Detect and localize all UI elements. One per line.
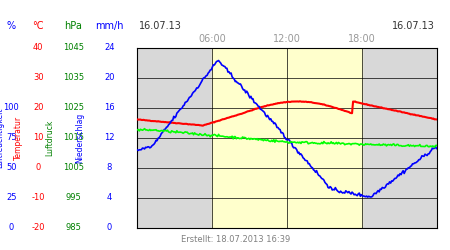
Text: Luftfeuchtigkeit: Luftfeuchtigkeit bbox=[0, 107, 4, 168]
Text: Niederschlag: Niederschlag bbox=[76, 112, 85, 163]
Text: 12:00: 12:00 bbox=[273, 34, 301, 44]
Text: 10: 10 bbox=[33, 133, 44, 142]
Text: 12: 12 bbox=[104, 133, 115, 142]
Text: 0: 0 bbox=[107, 223, 112, 232]
Text: 4: 4 bbox=[107, 193, 112, 202]
Text: 8: 8 bbox=[107, 163, 112, 172]
Text: 1045: 1045 bbox=[63, 43, 84, 52]
Text: -20: -20 bbox=[32, 223, 45, 232]
Text: 24: 24 bbox=[104, 43, 115, 52]
Text: Luftdruck: Luftdruck bbox=[45, 119, 54, 156]
Text: 16.07.13: 16.07.13 bbox=[139, 21, 182, 31]
Text: 06:00: 06:00 bbox=[198, 34, 226, 44]
Text: 0: 0 bbox=[36, 163, 41, 172]
Text: 985: 985 bbox=[65, 223, 81, 232]
Text: 30: 30 bbox=[33, 73, 44, 82]
Text: 50: 50 bbox=[6, 163, 17, 172]
Text: 20: 20 bbox=[104, 73, 115, 82]
Text: 1025: 1025 bbox=[63, 103, 84, 112]
Text: 40: 40 bbox=[33, 43, 44, 52]
Bar bbox=[212, 48, 362, 228]
Text: 1015: 1015 bbox=[63, 133, 84, 142]
Text: -10: -10 bbox=[32, 193, 45, 202]
Text: 18:00: 18:00 bbox=[348, 34, 376, 44]
Text: Erstellt: 18.07.2013 16:39: Erstellt: 18.07.2013 16:39 bbox=[181, 235, 291, 244]
Text: 995: 995 bbox=[66, 193, 81, 202]
Text: 16: 16 bbox=[104, 103, 115, 112]
Text: 75: 75 bbox=[6, 133, 17, 142]
Text: 20: 20 bbox=[33, 103, 44, 112]
Text: mm/h: mm/h bbox=[95, 21, 124, 31]
Text: °C: °C bbox=[32, 21, 44, 31]
Text: hPa: hPa bbox=[64, 21, 82, 31]
Text: Temperatur: Temperatur bbox=[14, 116, 23, 160]
Text: 1005: 1005 bbox=[63, 163, 84, 172]
Text: 1035: 1035 bbox=[63, 73, 84, 82]
Text: 16.07.13: 16.07.13 bbox=[392, 21, 435, 31]
Text: 0: 0 bbox=[9, 223, 14, 232]
Text: 100: 100 bbox=[4, 103, 19, 112]
Text: %: % bbox=[7, 21, 16, 31]
Text: 25: 25 bbox=[6, 193, 17, 202]
